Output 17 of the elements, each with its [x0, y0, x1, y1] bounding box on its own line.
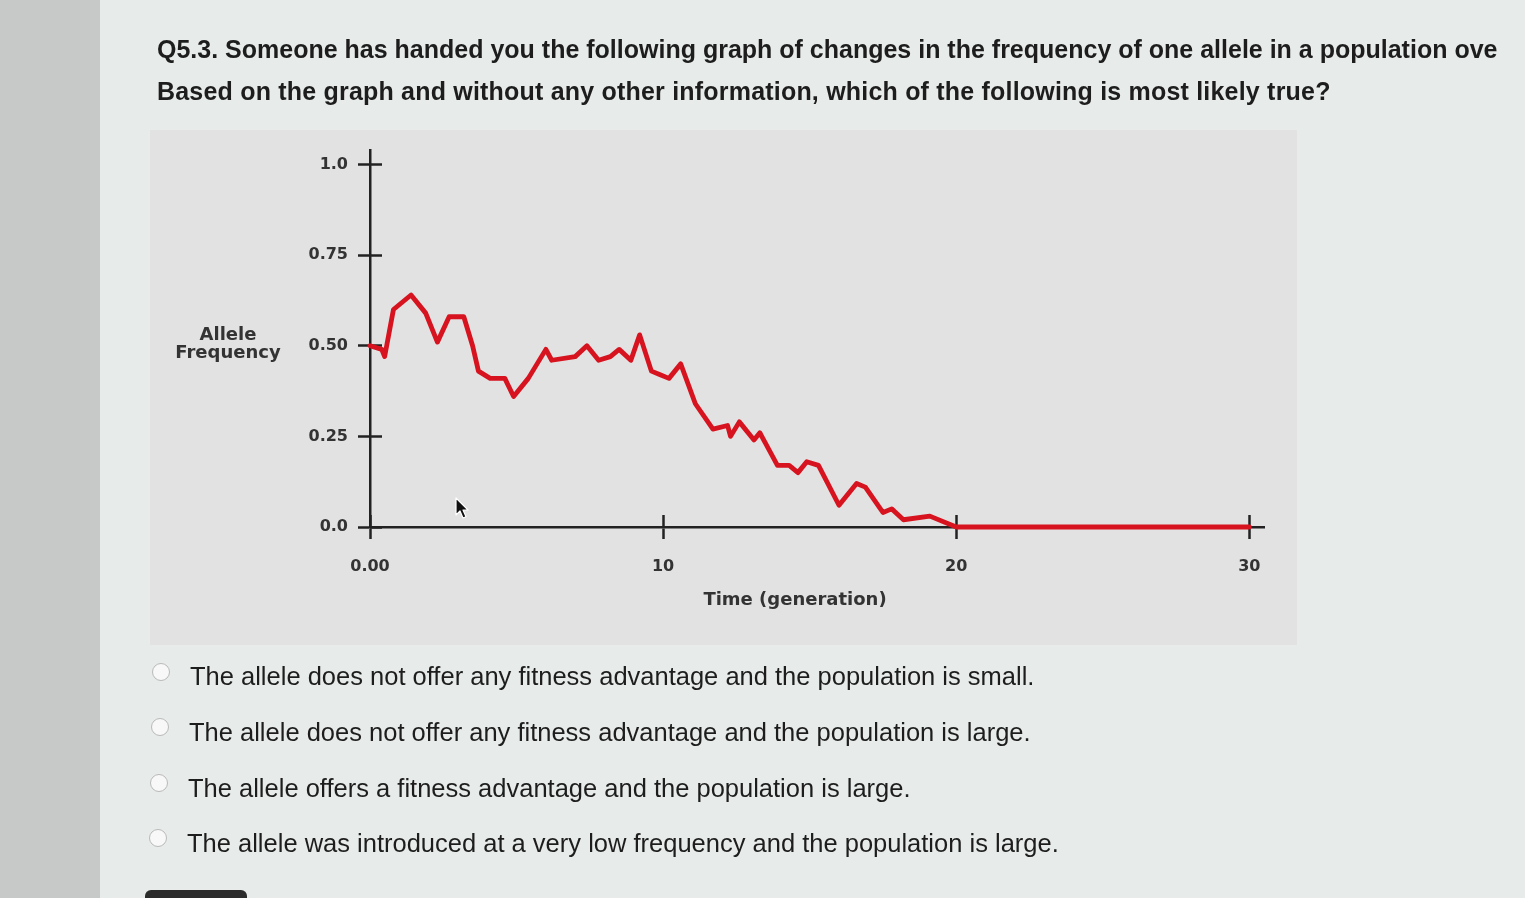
y-axis-title: Allele Frequency	[175, 323, 281, 363]
chart-subtitle: Based on the graph and without any other information, which of the following is most likely true?	[157, 77, 1331, 106]
text: The allele does not offer any fitness advantage and the population is small.	[190, 662, 1035, 691]
text: The allele offers a fitness advantage and the population is large.	[188, 773, 911, 803]
x-tick-label: 10	[651, 555, 675, 575]
text: The allele was introduced at a very low frequency and the population is large.	[187, 829, 1059, 859]
y-tick-label: 0.0	[319, 516, 348, 536]
x-tick-label: 0.00	[350, 555, 390, 575]
x-tick-label: 20	[945, 555, 968, 575]
chart-title: Q5.3. Someone has handed you the following graph of changes in the frequency of one allele in a population ove	[157, 35, 1498, 64]
x-tick-label: 30	[1238, 555, 1261, 575]
y-tick-label: 0.25	[308, 425, 348, 445]
x-axis-title: Time (generation)	[703, 587, 887, 609]
y-tick-label: 0.50	[308, 334, 348, 354]
text: The allele does not offer any fitness advantage and the population is large.	[189, 717, 1031, 747]
y-tick-label: 1.0	[319, 153, 348, 173]
y-tick-label: 0.75	[308, 244, 348, 264]
